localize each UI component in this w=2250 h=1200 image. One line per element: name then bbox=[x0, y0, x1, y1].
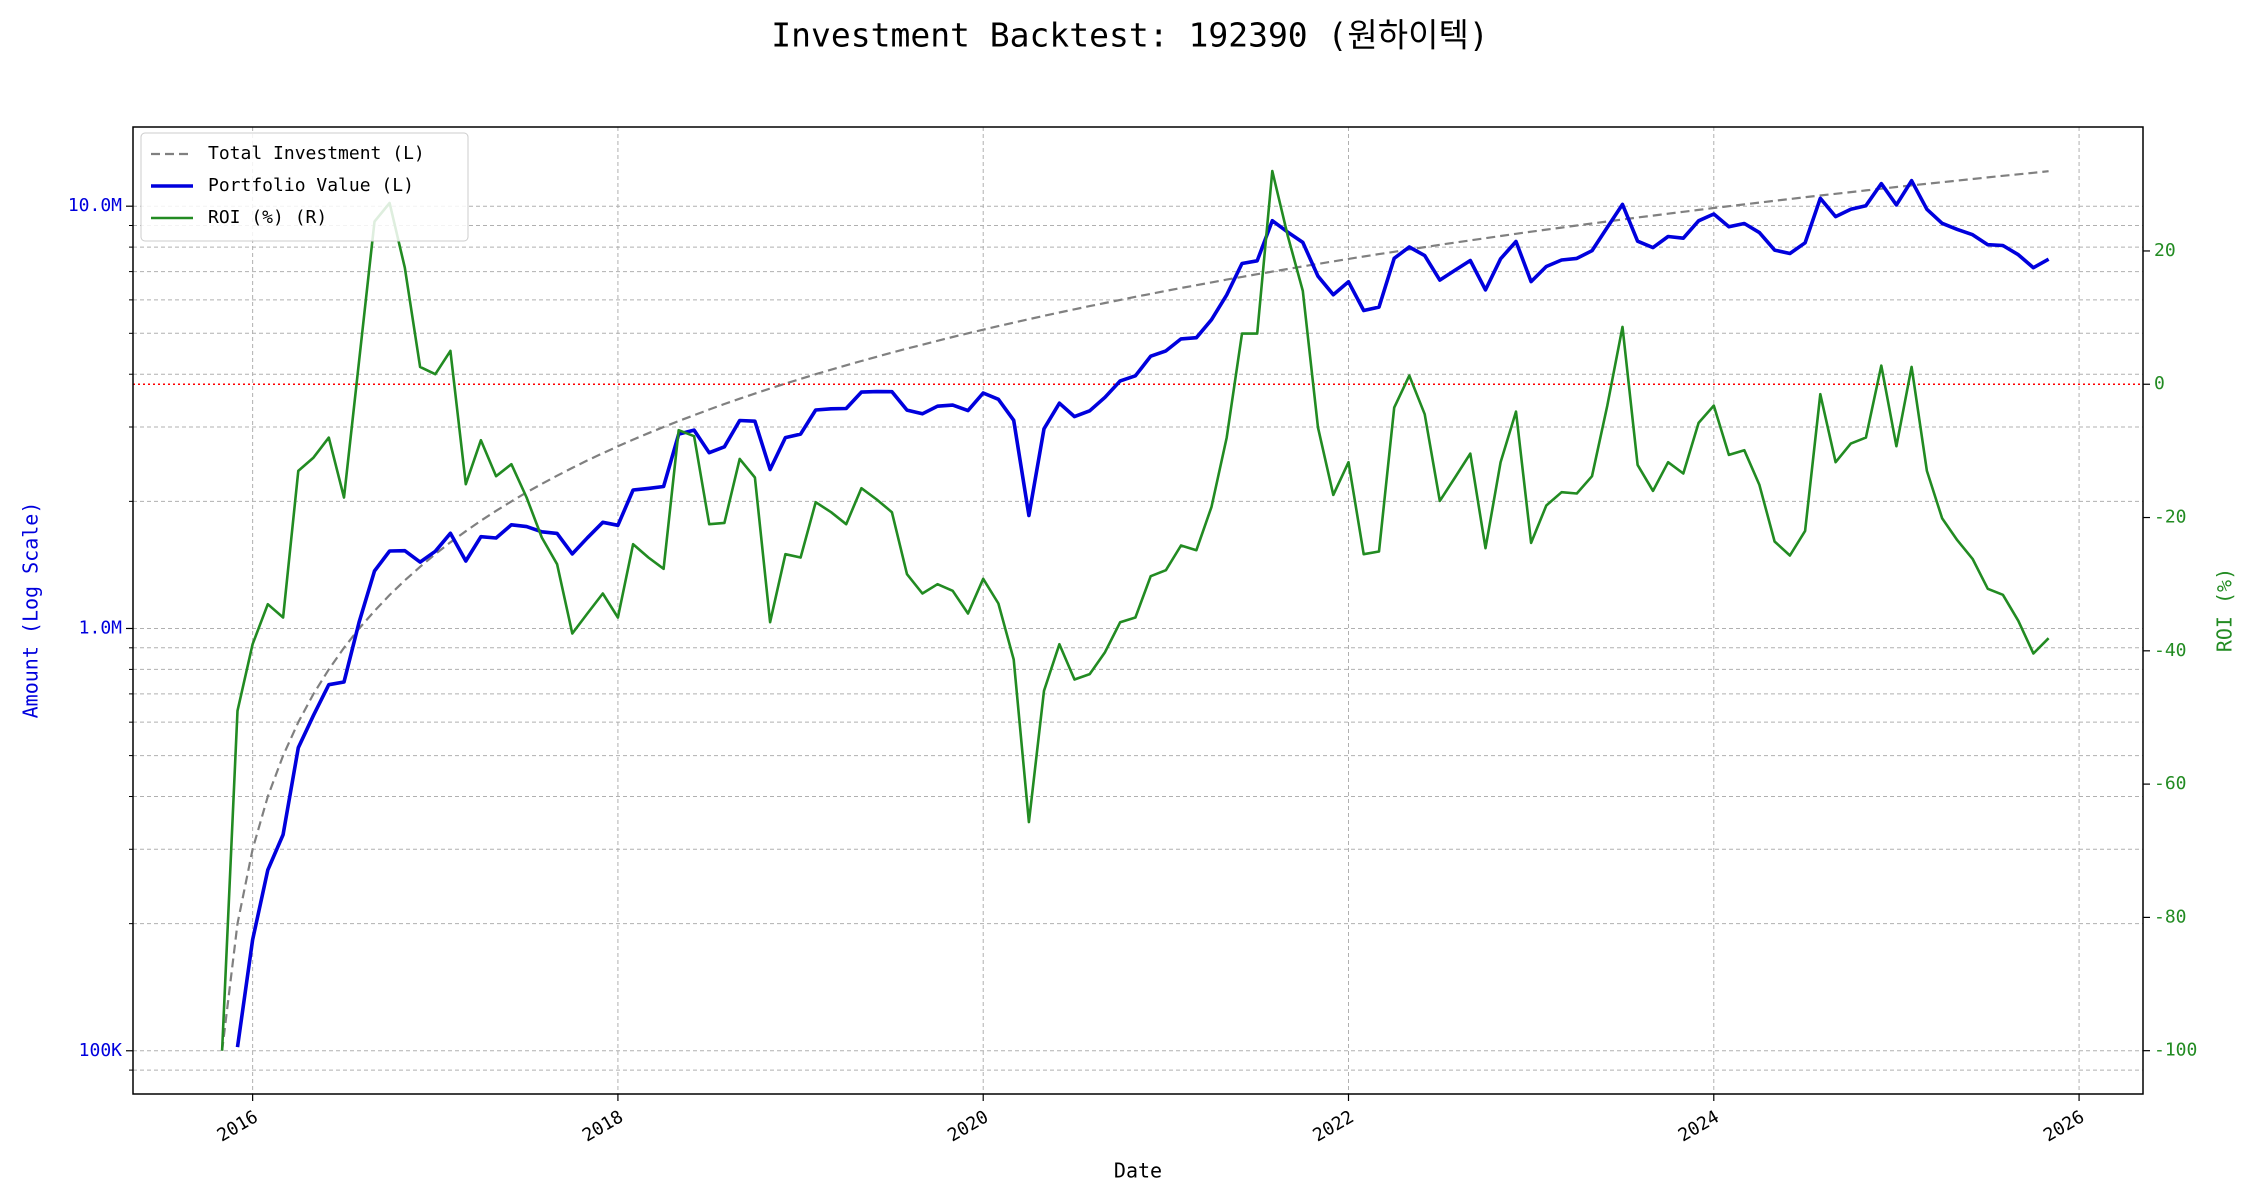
ticks: 2016 2018 2020 2022 2024 2026100K1.0M10.0M-10… bbox=[68, 195, 2198, 1146]
y2-tick-label: -40 bbox=[2154, 640, 2187, 661]
series-line bbox=[220, 169, 2050, 1051]
plot-lines bbox=[133, 169, 2143, 1051]
y2-tick-label: -60 bbox=[2154, 773, 2187, 794]
legend-box bbox=[140, 132, 469, 242]
y2-axis-label: ROI (%) bbox=[2213, 568, 2237, 652]
plot-frame bbox=[132, 126, 2144, 1095]
legend-label: Total Investment (L) bbox=[208, 143, 425, 164]
y2-tick-label: 0 bbox=[2154, 373, 2165, 394]
y2-tick-label: 20 bbox=[2154, 240, 2176, 261]
y-tick-label: 100K bbox=[79, 1040, 123, 1061]
y-tick-label: 10.0M bbox=[68, 195, 122, 216]
x-axis-label: Date bbox=[1114, 1159, 1162, 1183]
legend: Total Investment (L) Portfolio Value (L) R… bbox=[140, 132, 469, 242]
chart-title: Investment Backtest: 192390 (원하이텍) bbox=[771, 16, 1488, 55]
y2-tick-label: -20 bbox=[2154, 507, 2187, 528]
y-tick-label: 1.0M bbox=[79, 617, 123, 638]
legend-label: Portfolio Value (L) bbox=[208, 175, 414, 196]
legend-label: ROI (%) (R) bbox=[208, 207, 327, 228]
y-axis-label: Amount (Log Scale) bbox=[19, 502, 43, 719]
y2-tick-label: -100 bbox=[2154, 1040, 2197, 1061]
series-line bbox=[221, 170, 2049, 1051]
y2-tick-label: -80 bbox=[2154, 906, 2187, 927]
